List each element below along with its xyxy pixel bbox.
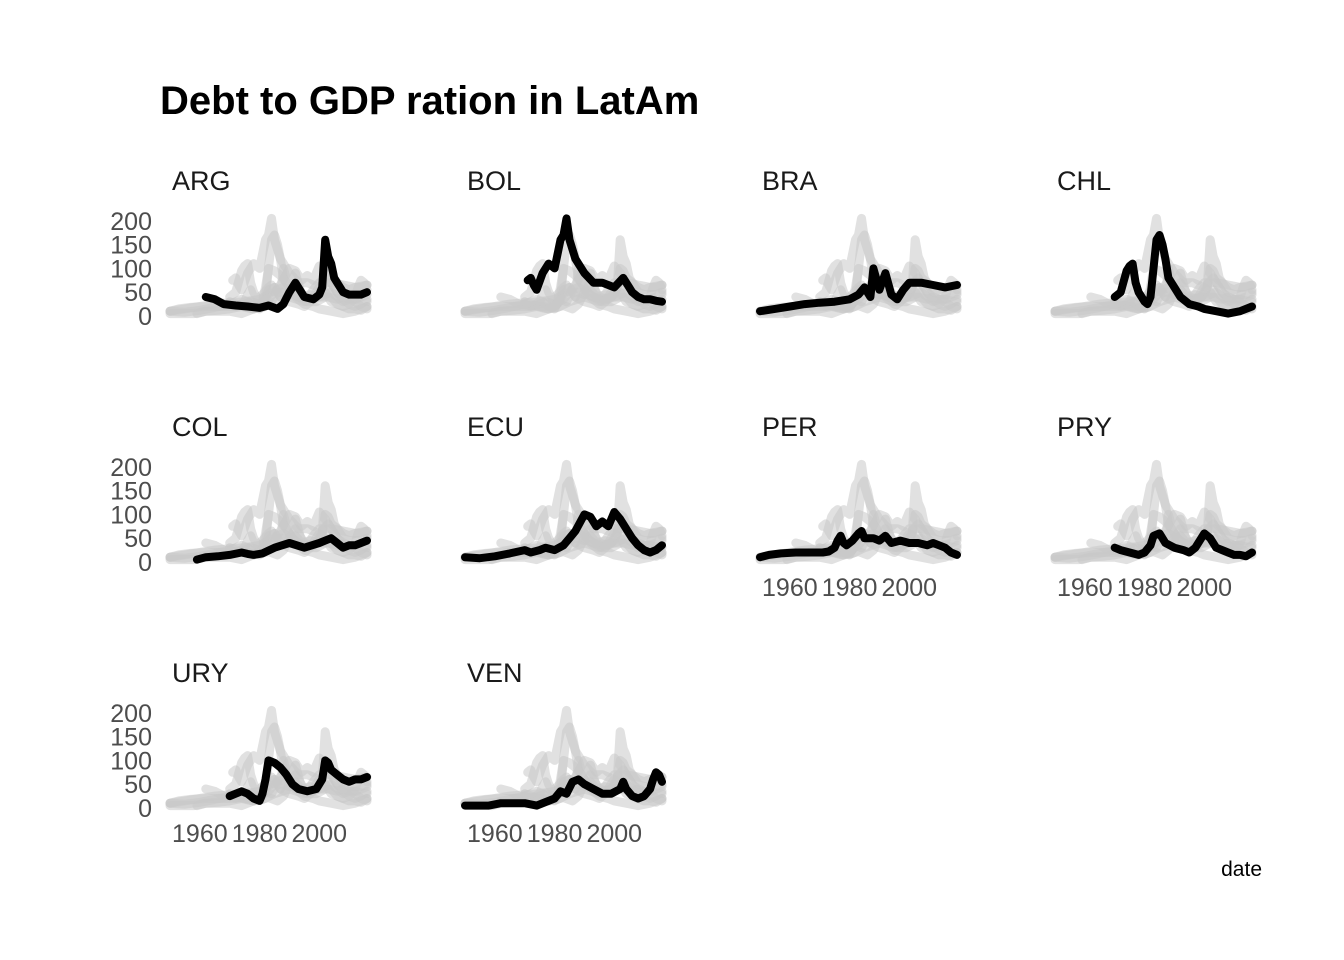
series-line-pry: [1110, 529, 1256, 561]
background-series-line: [1050, 521, 1257, 565]
series-line-ury: [225, 756, 371, 805]
x-tick-label: 1980: [1117, 574, 1173, 602]
y-tick-label: 150: [110, 724, 152, 752]
series-line-col: [192, 534, 371, 564]
panel-label: PRY: [1057, 412, 1112, 442]
panel-label: PER: [762, 412, 818, 442]
x-tick-label: 1960: [467, 820, 523, 848]
x-tick-label: 2000: [881, 574, 937, 602]
panel-ecu: ECU: [460, 412, 667, 565]
y-tick-label: 0: [138, 549, 152, 577]
panel-pry: PRY 1960 1980 2000: [1050, 412, 1257, 602]
series-line-bol: [523, 214, 666, 306]
panel-per: PER 1960 1980 2000: [755, 412, 962, 602]
y-tick-label: 200: [110, 208, 152, 236]
x-tick-label: 2000: [291, 820, 347, 848]
background-series-line: [755, 275, 962, 319]
x-tick-label: 2000: [1176, 574, 1232, 602]
y-tick-label: 100: [110, 501, 152, 529]
background-series-line: [225, 722, 372, 811]
panel-label: BRA: [762, 166, 818, 196]
background-series-line: [1110, 476, 1257, 565]
panel-label: BOL: [467, 166, 521, 196]
background-series-line: [225, 230, 372, 319]
background-series-line: [225, 476, 372, 565]
panel-ven: VEN 1960 1980 2000: [460, 658, 667, 848]
background-series-line: [520, 476, 667, 565]
panel-label: VEN: [467, 658, 523, 688]
y-tick-label: 50: [124, 525, 152, 553]
x-axis-label: date: [1221, 858, 1262, 881]
panel-label: CHL: [1057, 166, 1111, 196]
panel-chl: CHL: [1050, 166, 1257, 319]
series-line-ven: [461, 768, 666, 810]
y-tick-label: 100: [110, 747, 152, 775]
background-series-line: [460, 521, 667, 565]
background-series-line: [815, 476, 962, 565]
x-tick-label: 1980: [822, 574, 878, 602]
y-tick-label: 150: [110, 232, 152, 260]
series-line-arg: [201, 235, 371, 313]
panel-label: COL: [172, 412, 228, 442]
y-tick-label: 50: [124, 279, 152, 307]
series-line-bra: [756, 264, 961, 316]
y-tick-label: 0: [138, 795, 152, 823]
y-tick-label: 100: [110, 255, 152, 283]
panel-bra: BRA: [755, 166, 962, 319]
background-series-line: [165, 275, 372, 319]
y-tick-label: 200: [110, 454, 152, 482]
series-line-chl: [1110, 231, 1256, 318]
series-line-ecu: [461, 508, 666, 563]
panel-bol: BOL: [460, 166, 667, 319]
y-tick-label: 50: [124, 771, 152, 799]
y-tick-label: 150: [110, 478, 152, 506]
panel-label: ARG: [172, 166, 231, 196]
x-tick-label: 1980: [232, 820, 288, 848]
y-tick-label: 200: [110, 700, 152, 728]
y-tick-label: 0: [138, 303, 152, 331]
x-tick-label: 1980: [527, 820, 583, 848]
background-series-line: [815, 230, 962, 319]
x-tick-label: 1960: [762, 574, 818, 602]
background-series-line: [520, 722, 667, 811]
chart-title: Debt to GDP ration in LatAm: [160, 79, 699, 123]
x-tick-label: 2000: [586, 820, 642, 848]
x-tick-label: 1960: [1057, 574, 1113, 602]
series-line-per: [756, 527, 961, 562]
panel-label: ECU: [467, 412, 524, 442]
panel-label: URY: [172, 658, 229, 688]
x-tick-label: 1960: [172, 820, 228, 848]
